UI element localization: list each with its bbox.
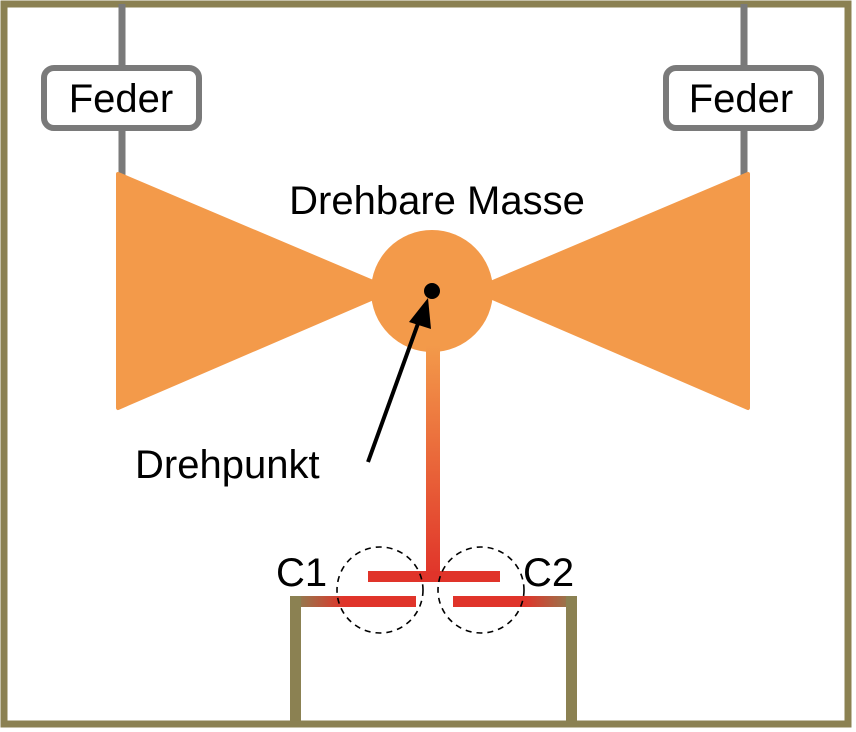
mass-wing-right: [472, 172, 750, 410]
lead-left: [294, 596, 344, 607]
lead-right: [525, 596, 575, 607]
spring-box-left: [41, 65, 202, 131]
cap-plate-bottom-right: [453, 596, 526, 607]
cap-plate-top-left: [368, 571, 433, 582]
cap2-label: C2: [523, 551, 574, 595]
mass-stem: [426, 345, 440, 577]
pivot-arrow-shaft: [366, 317, 422, 463]
cap1-highlight-circle: [336, 546, 424, 634]
cap1-label: C1: [276, 551, 327, 595]
pivot-point: [424, 283, 440, 299]
base-post-right: [566, 596, 577, 724]
cap2-highlight-circle: [437, 546, 525, 634]
cap-plate-top-right: [433, 571, 500, 582]
spring-label-left: Feder: [69, 77, 174, 121]
spring-box-right: [663, 65, 824, 131]
pivot-label: Drehpunkt: [135, 443, 320, 487]
spring-label-right: Feder: [689, 77, 794, 121]
mass-label: Drehbare Masse: [289, 179, 585, 223]
base-post-left: [290, 596, 301, 724]
mass-wing-left: [116, 172, 394, 410]
cap-plate-bottom-left: [343, 596, 416, 607]
pivot-arrow-head: [409, 298, 431, 329]
